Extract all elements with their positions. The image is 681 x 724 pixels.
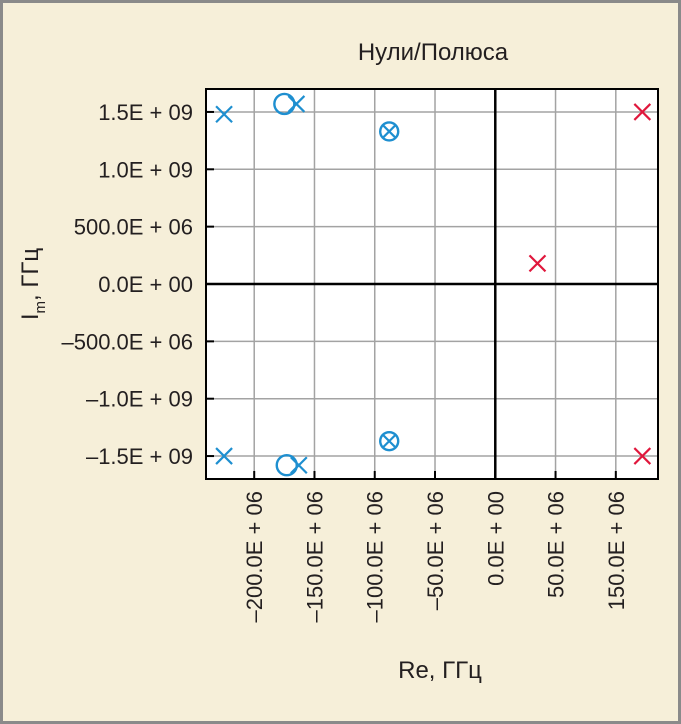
- zero-pole-marker: [379, 430, 400, 452]
- zero-marker: [275, 454, 298, 477]
- marker-circle: [273, 92, 296, 116]
- y-tick-label: 1.0E + 09: [98, 157, 193, 182]
- marker-stroke: [633, 103, 652, 121]
- marker-stroke: [290, 456, 308, 475]
- zero-pole-marker: [379, 121, 400, 142]
- x-tick-labels: –200.0E + 06 –150.0E + 06 –100.0E + 06 –50.…: [242, 491, 629, 623]
- marker-stroke: [287, 95, 306, 113]
- marker-stroke: [528, 254, 547, 273]
- chart-title: Нули/Полюса: [358, 39, 509, 66]
- marker-stroke: [215, 105, 233, 124]
- x-tick-label: 0.0E + 00: [483, 491, 508, 586]
- pole-marker: [215, 447, 233, 465]
- y-tick-label: –500.0E + 06: [61, 329, 193, 354]
- marker-circle: [379, 121, 400, 142]
- x-tick-label: 50.0E + 06: [544, 491, 569, 598]
- x-tick-label: –50.0E + 06: [423, 491, 448, 610]
- pole-marker: [633, 103, 652, 121]
- y-tick-label: 1.5E + 09: [98, 100, 193, 125]
- marker-stroke: [633, 447, 652, 465]
- y-tick-labels: 1.5E + 09 1.0E + 09 500.0E + 06 0.0E + 00 –5…: [61, 100, 193, 469]
- y-axis-label-subscript: m: [32, 301, 49, 314]
- pole-marker: [633, 447, 652, 465]
- y-axis-label-suffix: , ГГц: [17, 248, 44, 301]
- x-tick-label: 150.0E + 06: [604, 491, 629, 610]
- marker-stroke: [382, 434, 396, 448]
- data-markers: [215, 92, 652, 477]
- x-tick-label: –200.0E + 06: [242, 491, 267, 623]
- zero-marker: [273, 92, 296, 116]
- marker-circle: [275, 454, 298, 477]
- x-axis-label: Re, ГГц: [398, 657, 482, 684]
- y-tick-label: –1.5E + 09: [86, 444, 193, 469]
- x-tick-label: –100.0E + 06: [363, 491, 388, 623]
- x-tick-label: –150.0E + 06: [302, 491, 327, 623]
- y-tick-label: 500.0E + 06: [74, 215, 193, 240]
- marker-stroke: [215, 447, 233, 465]
- pole-marker: [287, 95, 306, 113]
- y-axis-label-main: I: [17, 313, 44, 320]
- y-axis-label: Im, ГГц: [17, 248, 49, 321]
- plot-frame: [205, 88, 659, 480]
- marker-circle: [379, 430, 400, 452]
- pole-marker: [215, 105, 233, 124]
- y-tick-label: 0.0E + 00: [98, 272, 193, 297]
- y-tick-label: –1.0E + 09: [86, 387, 193, 412]
- pole-marker: [528, 254, 547, 273]
- pole-marker: [290, 456, 308, 475]
- marker-stroke: [382, 124, 396, 139]
- axes: [206, 89, 658, 479]
